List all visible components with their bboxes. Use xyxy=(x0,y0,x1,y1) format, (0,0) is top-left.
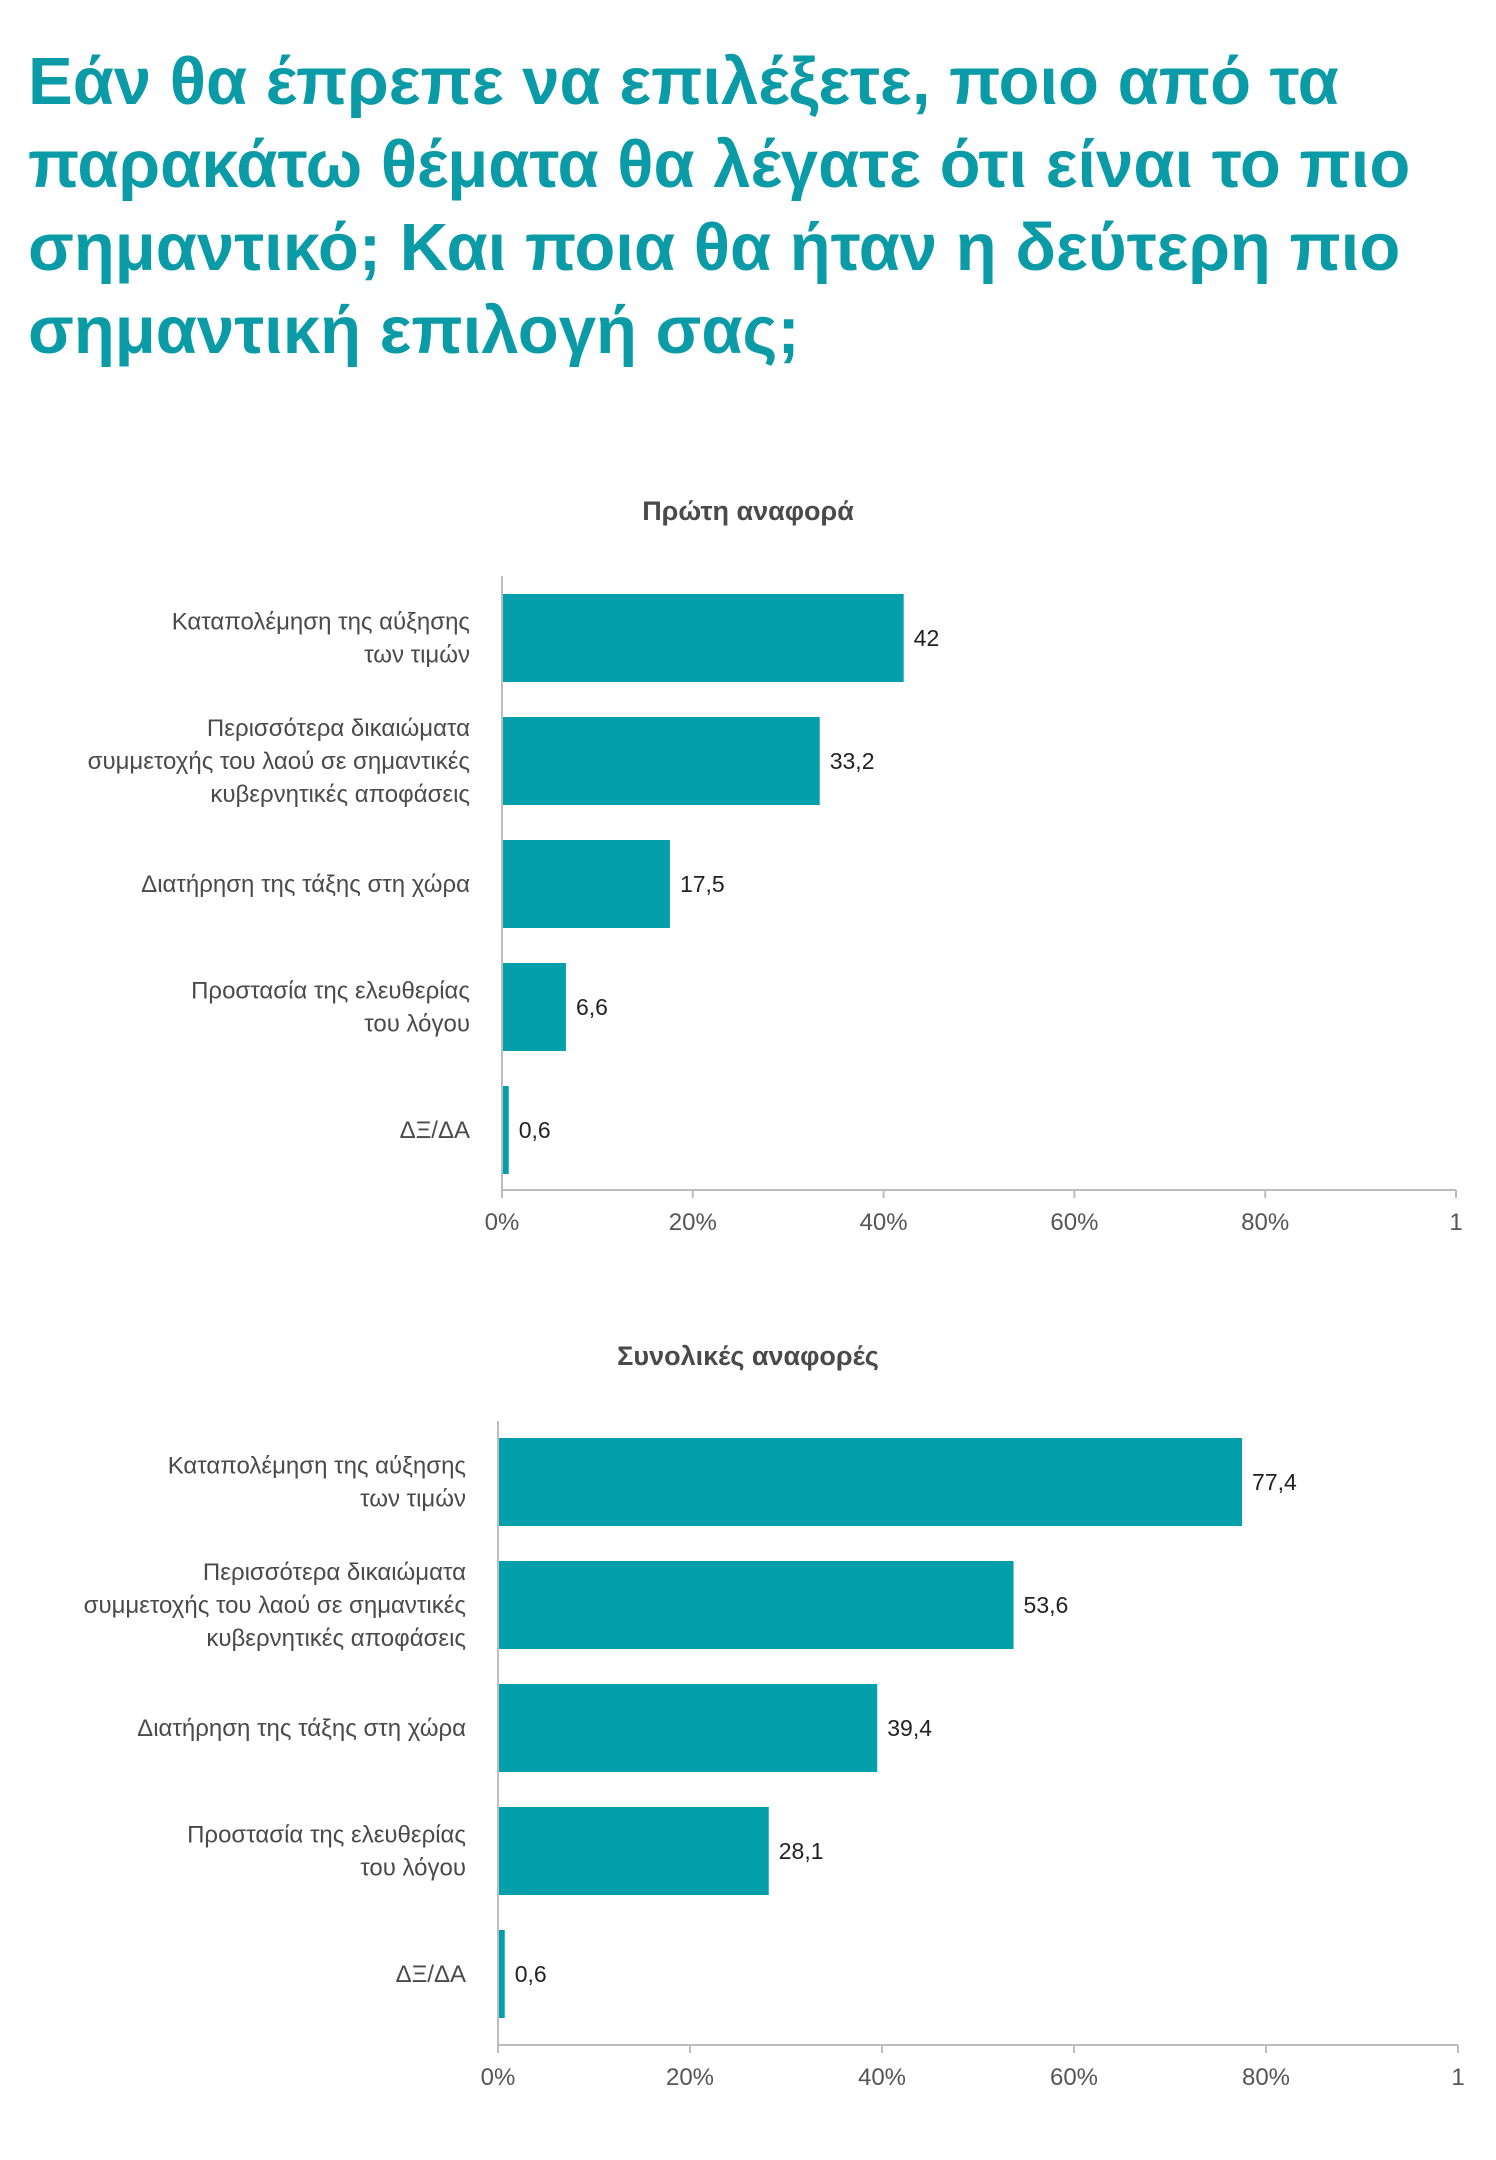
x-tick-label: 20% xyxy=(666,2064,714,2091)
category-label: Περισσότερα δικαιώματα συμμετοχής του λαο… xyxy=(88,715,470,808)
data-label: 6,6 xyxy=(576,994,608,1020)
chart-title: Συνολικές αναφορές xyxy=(617,1341,879,1371)
chart-title: Πρώτη αναφορά xyxy=(642,496,854,526)
x-tick-label: 0% xyxy=(481,2064,516,2091)
bar xyxy=(503,1086,509,1174)
data-label: 17,5 xyxy=(680,871,725,897)
bar xyxy=(503,963,566,1051)
bar xyxy=(499,1807,769,1895)
data-label: 77,4 xyxy=(1252,1469,1297,1495)
bar-chart-svg: 0% 20% 40% 60% 80% 1 77,4 Καταπολέμηση της αύξη… xyxy=(84,1421,1465,2091)
data-label: 33,2 xyxy=(830,748,875,774)
bar xyxy=(499,1930,505,2018)
bar xyxy=(499,1684,878,1772)
category-label: Περισσότερα δικαιώματα συμμετοχής του λαο… xyxy=(84,1559,466,1652)
bar xyxy=(503,717,820,805)
data-label: 53,6 xyxy=(1024,1592,1069,1618)
bar xyxy=(503,840,670,928)
x-tick-label: 80% xyxy=(1242,2064,1290,2091)
category-label: Καταπολέμηση της αύξησης των τιμών xyxy=(168,1453,466,1513)
x-tick-label: 60% xyxy=(1050,2064,1098,2091)
bar xyxy=(503,594,904,682)
category-label: ΔΞ/ΔΑ xyxy=(396,1961,466,1988)
page-title: Εάν θα έπρεπε να επιλέξετε, ποιο από τα … xyxy=(28,44,1411,368)
category-label: Διατήρηση της τάξης στη χώρα xyxy=(137,1715,466,1742)
x-tick-label: 0% xyxy=(485,1209,520,1236)
bar xyxy=(499,1438,1243,1526)
category-label: Καταπολέμηση της αύξησης των τιμών xyxy=(172,609,470,669)
x-tick-label: 80% xyxy=(1241,1209,1289,1236)
category-label: Προστασία της ελευθερίας του λόγου xyxy=(187,1822,466,1882)
x-tick-label: 60% xyxy=(1050,1209,1098,1236)
x-tick-label: 1 xyxy=(1449,1209,1462,1236)
data-label: 0,6 xyxy=(515,1961,547,1987)
bar-chart-svg: 0% 20% 40% 60% 80% 1 42 Καταπολέμηση της αύξηση… xyxy=(88,576,1463,1236)
category-label: Προστασία της ελευθερίας του λόγου xyxy=(191,978,470,1038)
x-tick-label: 20% xyxy=(669,1209,717,1236)
data-label: 28,1 xyxy=(779,1838,824,1864)
x-tick-label: 40% xyxy=(860,1209,908,1236)
category-label: Διατήρηση της τάξης στη χώρα xyxy=(141,871,470,898)
category-label: ΔΞ/ΔΑ xyxy=(400,1117,470,1144)
x-tick-label: 40% xyxy=(858,2064,906,2091)
data-label: 0,6 xyxy=(519,1117,551,1143)
x-tick-label: 1 xyxy=(1451,2064,1464,2091)
data-label: 39,4 xyxy=(887,1715,932,1741)
bar xyxy=(499,1561,1014,1649)
data-label: 42 xyxy=(914,625,940,651)
